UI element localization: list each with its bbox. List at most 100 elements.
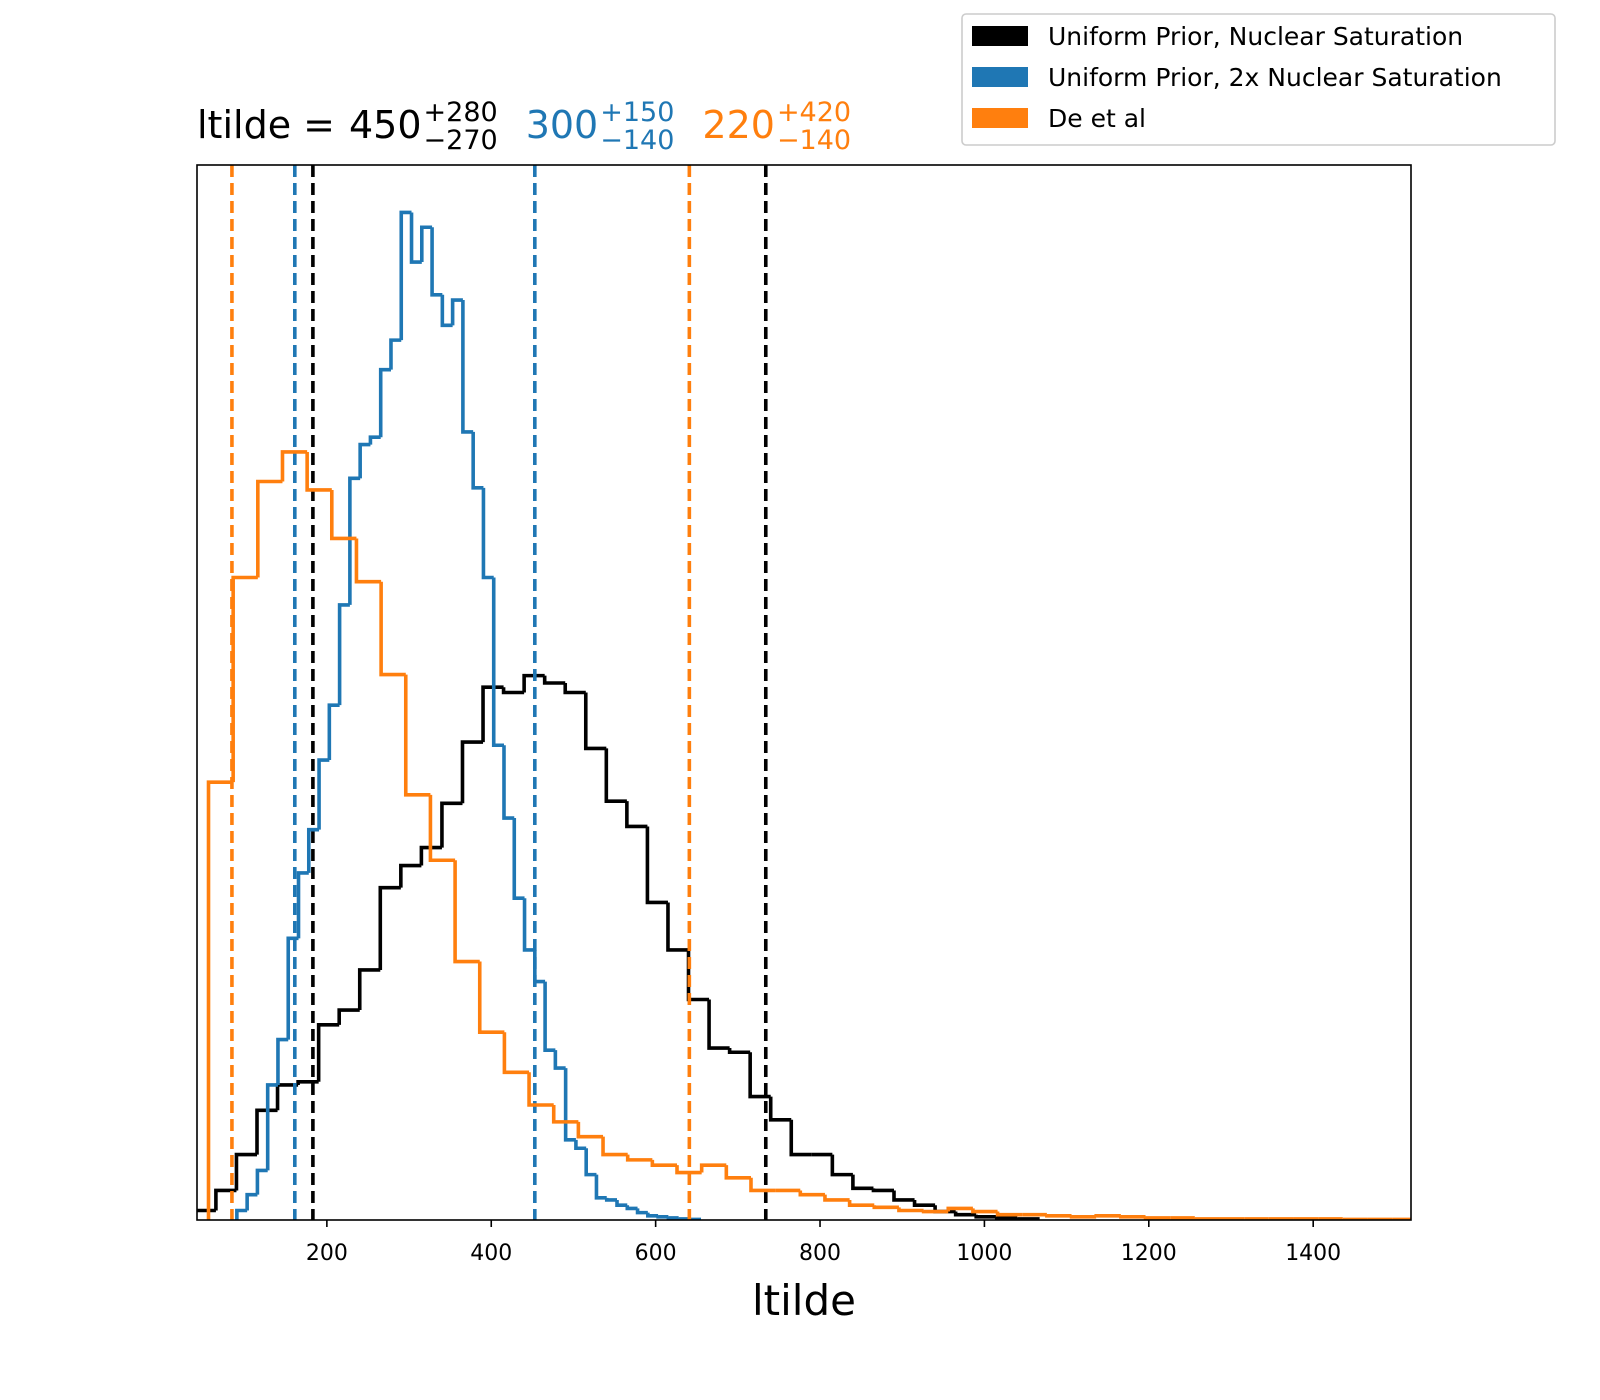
histogram-step [995, 1211, 1023, 1217]
histogram-step [348, 476, 361, 605]
histogram-step [428, 794, 456, 863]
histogram-step [471, 431, 484, 490]
histogram-step [676, 1217, 689, 1220]
histogram-step [403, 674, 431, 797]
histogram-step [872, 1205, 899, 1210]
histogram-step [635, 1208, 648, 1215]
histogram-step [974, 1214, 997, 1219]
histogram-step [615, 1199, 628, 1208]
histogram-step [1045, 1213, 1072, 1218]
histogram-step [481, 487, 494, 580]
histogram-step [337, 603, 350, 706]
histogram-step [789, 1119, 812, 1157]
histogram-step [379, 581, 406, 677]
histogram-step [823, 1194, 850, 1202]
histogram-step [430, 227, 443, 297]
histogram-step [296, 871, 309, 939]
histogram-step [594, 1174, 607, 1200]
histogram-step [656, 1215, 669, 1219]
histogram-step [453, 860, 480, 964]
histogram-step [1119, 1215, 1146, 1219]
histogram-step [255, 1168, 268, 1195]
x-tick-label: 1000 [956, 1241, 1012, 1266]
histogram-step [847, 1199, 875, 1208]
histogram-step [798, 1190, 825, 1197]
histogram-step [583, 692, 607, 751]
title-median: 220 [702, 103, 775, 147]
histogram-step [625, 1154, 653, 1162]
title-minus: −140 [600, 125, 674, 156]
histogram-step [645, 826, 668, 905]
histogram-step [378, 885, 401, 970]
histogram-step [327, 703, 340, 761]
histogram-step [265, 1083, 278, 1171]
histogram-step [461, 300, 474, 434]
histogram-step [946, 1206, 973, 1212]
histogram-step [481, 685, 504, 743]
x-tick-label: 1200 [1121, 1241, 1177, 1266]
histogram-step [553, 1050, 566, 1070]
title-minus: −140 [777, 125, 851, 156]
title-prefix: ltilde = [197, 103, 335, 147]
histogram-step [971, 1208, 998, 1214]
histogram-step [707, 999, 730, 1050]
histogram-step [354, 538, 382, 584]
histogram-step [953, 1211, 977, 1217]
histogram-step [871, 1188, 895, 1193]
histogram-step [231, 575, 258, 783]
histogram-step [543, 981, 556, 1052]
histogram-step [576, 1121, 604, 1139]
title-minus: −270 [424, 125, 498, 156]
histogram-step [317, 758, 330, 830]
histogram-step [897, 1207, 924, 1213]
histogram-step [256, 479, 283, 578]
histogram-step [460, 740, 484, 804]
histogram-step [450, 298, 463, 326]
histogram-step [235, 1208, 248, 1220]
title-plus: +150 [600, 97, 674, 128]
legend-box [961, 13, 1556, 146]
histogram-step [329, 489, 357, 541]
histogram-step [994, 1216, 1018, 1220]
histogram-step [305, 451, 332, 492]
histogram-step [912, 1199, 936, 1208]
histogram-step [650, 1159, 678, 1167]
title-plus: +280 [424, 97, 498, 128]
histogram-step [255, 1108, 278, 1155]
histogram-step [206, 780, 234, 1220]
histogram-step [527, 1072, 554, 1107]
histogram-step [1094, 1213, 1121, 1218]
histogram-step [522, 673, 545, 693]
title-median: 450 [349, 103, 422, 147]
histogram-step [625, 1205, 638, 1211]
histogram-step [286, 936, 299, 1040]
histogram-step [502, 745, 515, 820]
histogram-step [584, 1148, 597, 1177]
x-axis-label: ltilde [752, 1276, 856, 1325]
histogram-step [197, 1208, 216, 1220]
histogram-step [399, 210, 412, 341]
histogram-step [768, 1096, 792, 1122]
histogram-step [749, 1177, 776, 1193]
histogram-step [699, 1163, 727, 1173]
histogram-step [1143, 1216, 1171, 1220]
histogram-step [921, 1209, 949, 1214]
histogram-step [306, 827, 320, 873]
histogram-step [440, 294, 453, 328]
legend-swatch [972, 108, 1028, 128]
histogram-step [358, 442, 371, 479]
histogram-step [512, 818, 525, 901]
x-tick-label: 200 [306, 1241, 348, 1266]
histogram-step [389, 338, 402, 370]
histogram-step [502, 1032, 530, 1075]
histogram-step [666, 902, 689, 952]
histogram-step [563, 683, 586, 695]
histogram-step [1069, 1215, 1097, 1219]
histogram-step [477, 961, 505, 1035]
title-median: 300 [526, 103, 599, 147]
histogram-step [420, 225, 433, 263]
legend-swatch [972, 67, 1028, 87]
histogram-step [601, 1136, 628, 1157]
histogram-step [419, 845, 442, 866]
